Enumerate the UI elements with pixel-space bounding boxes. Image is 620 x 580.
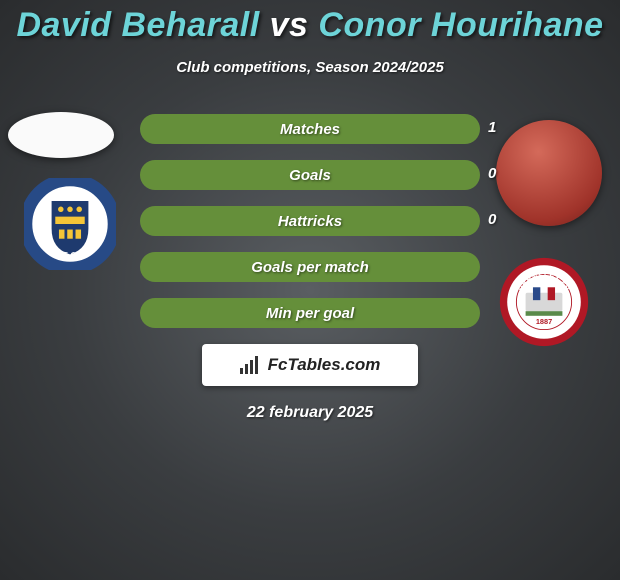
subtitle: Club competitions, Season 2024/2025	[0, 59, 620, 76]
player1-avatar	[8, 112, 114, 158]
stat-right-value: 1	[488, 119, 516, 136]
stat-label: Min per goal	[266, 305, 354, 322]
stat-label: Hattricks	[278, 213, 342, 230]
stat-row-mpg: Min per goal	[140, 298, 480, 328]
stat-row-hattricks: Hattricks 0	[140, 206, 480, 236]
stat-row-gpm: Goals per match	[140, 252, 480, 282]
bar-chart-icon	[240, 356, 262, 374]
player2-name: Conor Hourihane	[318, 6, 603, 44]
page-title: David Beharall vs Conor Hourihane	[0, 0, 620, 45]
club-badge-left: PORT COUN	[24, 178, 116, 270]
stat-label: Matches	[280, 121, 340, 138]
stat-row-goals: Goals 0	[140, 160, 480, 190]
brand-box: FcTables.com	[202, 344, 418, 386]
club-badge-right: BARNSLEY FC 1887	[498, 256, 590, 348]
stat-label: Goals	[289, 167, 331, 184]
stat-label: Goals per match	[251, 259, 369, 276]
date-text: 22 february 2025	[0, 404, 620, 422]
brand-text: FcTables.com	[268, 355, 381, 375]
stat-row-matches: Matches 1	[140, 114, 480, 144]
club-right-text-bottom: 1887	[536, 317, 552, 326]
stat-right-value: 0	[488, 211, 516, 228]
stat-right-value: 0	[488, 165, 516, 182]
player1-name: David Beharall	[16, 6, 259, 44]
vs-text: vs	[270, 6, 309, 44]
